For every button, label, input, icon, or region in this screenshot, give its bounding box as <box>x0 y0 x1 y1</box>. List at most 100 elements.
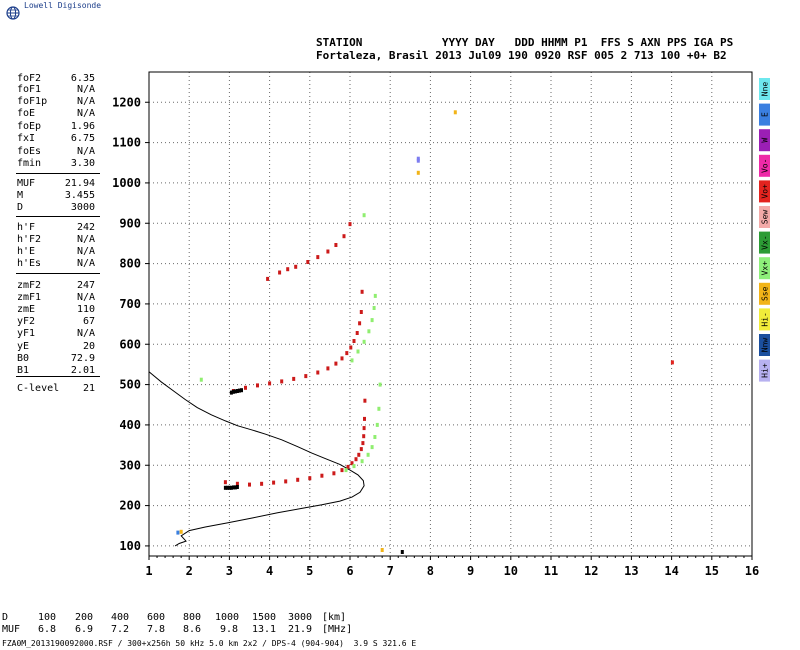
param-label: yE <box>17 341 30 352</box>
x-tick-label: 11 <box>544 564 558 578</box>
x-tick-label: 4 <box>266 564 273 578</box>
muf-value: 21.9 <box>288 624 313 635</box>
legend-label: E <box>761 112 770 117</box>
trace-point <box>355 331 359 335</box>
param-value: 67 <box>82 316 95 327</box>
param-value: N/A <box>76 108 95 119</box>
muf-value: 7.8 <box>147 624 166 635</box>
trace-point <box>362 434 366 439</box>
d-value: 600 <box>147 612 166 623</box>
trace-point <box>357 452 361 457</box>
param-value: N/A <box>76 84 95 95</box>
legend-item: Vx- <box>759 231 770 254</box>
trace-point <box>320 473 324 478</box>
trace-point <box>416 158 420 163</box>
param-label: h'F <box>17 222 36 233</box>
trace-point <box>235 481 239 486</box>
param-label: foEs <box>17 146 42 157</box>
trace-point <box>223 485 227 490</box>
param-label: foF2 <box>17 73 42 84</box>
trace-point <box>373 435 377 439</box>
trace-point <box>199 377 203 382</box>
param-value: N/A <box>76 246 95 257</box>
trace-point <box>278 270 282 275</box>
param-value: 21 <box>82 383 95 394</box>
d-label: D <box>2 612 9 623</box>
trace-point <box>362 339 366 344</box>
y-tick-label: 700 <box>119 297 141 311</box>
trace-point <box>362 426 366 431</box>
globe-logo-icon <box>6 6 20 20</box>
legend-swatch <box>759 308 770 331</box>
trace-point <box>284 479 288 484</box>
plot-frame <box>148 71 753 557</box>
param-label: fmin <box>17 158 42 169</box>
param-value: 110 <box>76 304 95 315</box>
y-tick-label: 800 <box>119 257 141 271</box>
trace-point <box>670 360 674 365</box>
param-label: zmF2 <box>17 280 42 291</box>
trace-point <box>356 349 360 354</box>
x-tick-label: 3 <box>226 564 233 578</box>
legend-swatch <box>759 154 770 177</box>
trace-point <box>349 345 353 350</box>
param-label: D <box>17 202 24 213</box>
trace-point <box>326 366 330 371</box>
trace-point <box>372 306 376 310</box>
file-info-line: FZA0M_2013190092000.RSF / 300+x256h 50 k… <box>2 639 417 648</box>
trace-point <box>348 222 352 227</box>
panel-separator <box>16 173 100 174</box>
param-value: 2.01 <box>70 365 95 376</box>
legend-item: Nnw <box>759 334 770 356</box>
trace-point <box>360 459 364 464</box>
header-line-2: Fortaleza, Brasil 2013 Jul09 190 0920 RS… <box>316 49 727 62</box>
trace-point <box>268 381 272 386</box>
d-value: 800 <box>183 612 202 623</box>
legend-item: Sse <box>759 282 770 305</box>
trace-point <box>292 376 296 381</box>
header-line-1: STATION YYYY DAY DDD HHMM P1 FFS S AXN P… <box>316 36 734 49</box>
trace-point <box>280 379 284 384</box>
trace-point <box>308 476 312 481</box>
param-value: 3.30 <box>70 158 95 169</box>
panel-separator <box>16 376 100 377</box>
muf-value: 9.8 <box>220 624 239 635</box>
trace-point <box>377 406 381 411</box>
y-tick-label: 1200 <box>112 95 141 109</box>
trace-point <box>231 389 235 394</box>
x-tick-label: 7 <box>387 564 394 578</box>
trace-point <box>304 374 308 379</box>
legend-label: Nnw <box>761 338 770 353</box>
trace-point <box>294 264 298 269</box>
x-tick-label: 15 <box>705 564 719 578</box>
legend-label: Sse <box>761 286 770 301</box>
trace-point <box>225 485 229 490</box>
trace-point <box>380 548 384 552</box>
legend-item: E <box>759 103 770 126</box>
trace-point <box>363 416 366 421</box>
legend-swatch <box>759 206 770 228</box>
param-label: h'F2 <box>17 234 42 245</box>
d-value: 400 <box>111 612 130 623</box>
param-value: 21.94 <box>64 178 95 189</box>
param-value: 3000 <box>70 202 95 213</box>
trace-point <box>340 468 344 473</box>
trace-point <box>229 390 233 395</box>
param-label: h'Es <box>17 258 42 269</box>
trace-point <box>400 550 404 554</box>
trace-point <box>346 464 350 469</box>
y-tick-labels: 100 200 300 400 500 600 700 800 900 1000 1100 1200 <box>112 95 141 553</box>
x-tick-label: 8 <box>427 564 434 578</box>
param-value: N/A <box>76 234 95 245</box>
trace-point <box>306 260 310 264</box>
param-value: 72.9 <box>70 353 95 364</box>
trace-point <box>237 388 241 393</box>
trace-point <box>326 249 330 254</box>
axis-ticks <box>145 101 753 560</box>
trace-point <box>316 370 320 375</box>
param-value: N/A <box>76 328 95 339</box>
trace-layer <box>176 110 674 554</box>
trace-point <box>361 441 365 446</box>
param-value: N/A <box>76 146 95 157</box>
trace-point <box>286 267 290 272</box>
